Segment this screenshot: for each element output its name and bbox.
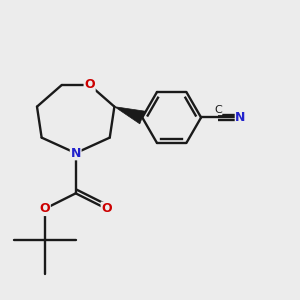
- Text: C: C: [214, 105, 222, 115]
- Text: N: N: [70, 147, 81, 160]
- Polygon shape: [114, 107, 145, 124]
- Text: O: O: [101, 202, 112, 215]
- Text: O: O: [39, 202, 50, 215]
- Text: N: N: [235, 111, 246, 124]
- Text: O: O: [84, 79, 95, 92]
